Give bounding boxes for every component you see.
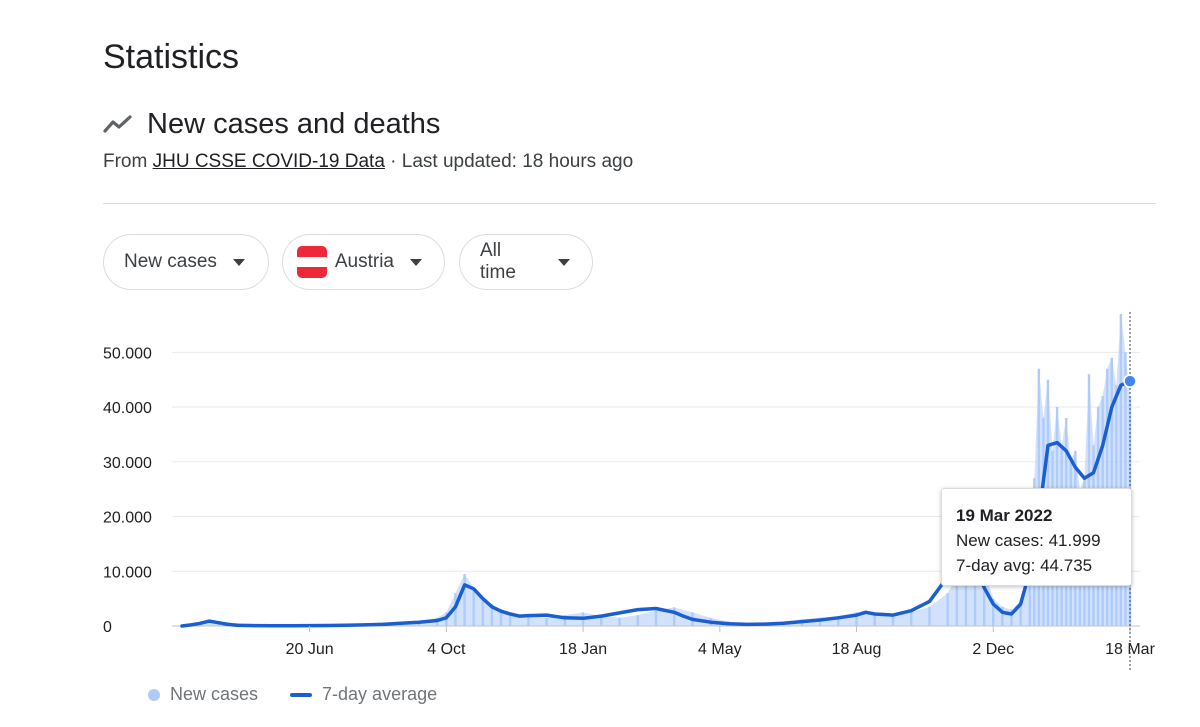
case-bar xyxy=(1119,314,1123,626)
x-tick-label: 2 Dec xyxy=(972,641,1014,658)
case-bar xyxy=(499,612,503,626)
country-dropdown-label: Austria xyxy=(334,251,394,272)
divider xyxy=(103,203,1156,204)
trending-line-icon xyxy=(103,115,132,133)
case-bar xyxy=(855,612,858,626)
avg-line xyxy=(180,379,1132,628)
tooltip-date: 19 Mar 2022 xyxy=(956,506,1053,525)
metric-dropdown-label: New cases xyxy=(124,251,217,272)
case-bar xyxy=(199,624,202,626)
case-bar xyxy=(891,615,895,626)
chevron-down-icon xyxy=(558,258,570,266)
country-dropdown[interactable]: Austria xyxy=(282,234,445,290)
chart-tooltip: 19 Mar 2022 New cases: 41.999 7-day avg:… xyxy=(941,488,1132,586)
x-tick-label: 4 Oct xyxy=(427,641,466,658)
selected-point xyxy=(1123,374,1137,388)
y-tick-label: 10.000 xyxy=(103,564,152,581)
case-bar xyxy=(463,574,466,626)
case-bar xyxy=(454,593,457,626)
legend-new-cases: New cases xyxy=(170,684,259,704)
x-axis: 20 Jun 4 Oct 18 Jan 4 May 18 Aug 2 Dec 18 Mar xyxy=(286,626,1156,658)
y-tick-label: 40.000 xyxy=(103,400,152,417)
case-bar xyxy=(636,615,639,626)
case-bar xyxy=(964,554,968,626)
case-bar xyxy=(490,604,494,626)
case-bar xyxy=(673,607,676,626)
x-tick-label: 4 May xyxy=(698,641,742,658)
case-bar xyxy=(818,617,822,626)
page-title: Statistics xyxy=(103,38,240,76)
chevron-down-icon xyxy=(410,258,422,266)
y-tick-label: 30.000 xyxy=(103,455,152,472)
metric-dropdown[interactable]: New cases xyxy=(103,234,269,290)
case-bar xyxy=(1019,601,1022,626)
source-prefix: From xyxy=(103,151,153,172)
range-dropdown-label: All time xyxy=(480,240,516,283)
case-bar xyxy=(837,616,840,626)
chevron-down-icon xyxy=(232,258,245,266)
case-bar xyxy=(600,616,603,626)
legend-dot-icon xyxy=(148,688,160,701)
austria-flag-icon xyxy=(297,246,327,278)
case-bar xyxy=(1001,606,1004,626)
case-bar xyxy=(910,612,913,626)
case-bar xyxy=(1010,609,1013,626)
case-bar xyxy=(563,615,567,626)
case-bar xyxy=(955,576,959,626)
cases-chart[interactable]: 0 10.000 20.000 30.000 40.000 50.000 20 Jun 4 … xyxy=(0,300,1200,672)
case-bar xyxy=(472,587,475,626)
avg-line-layer xyxy=(180,379,1132,628)
case-bar xyxy=(508,615,512,626)
y-tick-label: 50.000 xyxy=(103,345,152,362)
legend-avg: 7-day average xyxy=(322,684,438,704)
y-axis: 0 10.000 20.000 30.000 40.000 50.000 xyxy=(103,345,152,636)
case-bar xyxy=(481,598,485,626)
case-bar xyxy=(545,617,548,626)
case-bar xyxy=(946,593,949,626)
marker-layer xyxy=(1123,312,1137,670)
x-tick-label: 20 Jun xyxy=(286,641,334,658)
source-link[interactable]: JHU CSSE COVID-19 Data xyxy=(152,151,385,172)
chart-legend: New cases 7-day average xyxy=(148,684,437,705)
tooltip-new-cases: New cases: 41.999 xyxy=(956,531,1101,550)
x-tick-label: 18 Aug xyxy=(832,641,882,658)
case-bar xyxy=(527,616,530,626)
x-tick-label: 18 Jan xyxy=(559,641,607,658)
section-title: New cases and deaths xyxy=(147,107,441,140)
case-bar xyxy=(982,571,986,626)
case-bar xyxy=(654,610,658,626)
legend-line-icon xyxy=(290,692,313,697)
section-header: New cases and deaths xyxy=(103,104,440,144)
case-bar xyxy=(928,606,931,626)
y-tick-label: 20.000 xyxy=(103,510,152,527)
case-bar xyxy=(1028,560,1031,626)
range-dropdown[interactable]: All time xyxy=(459,234,593,290)
case-bar xyxy=(873,613,876,626)
tooltip-avg: 7-day avg: 44.735 xyxy=(956,556,1093,575)
case-bar xyxy=(618,617,621,626)
source-line: From JHU CSSE COVID-19 Data · Last updat… xyxy=(103,151,633,173)
case-bar xyxy=(992,598,995,626)
y-tick-label: 0 xyxy=(103,619,112,636)
last-updated: · Last updated: 18 hours ago xyxy=(384,151,634,172)
